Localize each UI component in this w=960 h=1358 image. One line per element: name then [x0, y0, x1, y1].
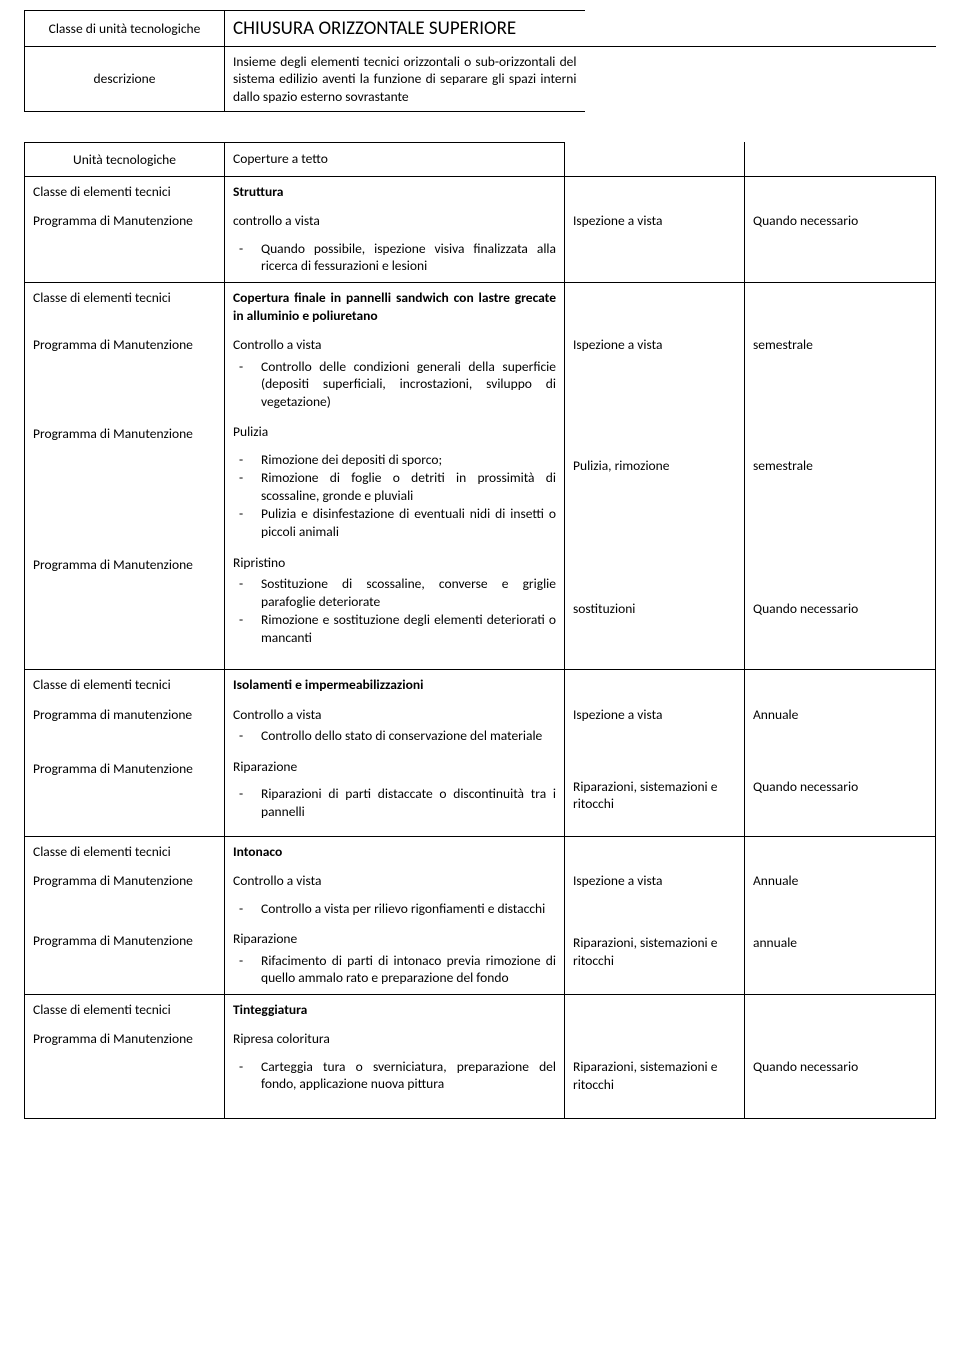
prog-manut-label: Programma di Manutenzione	[25, 1024, 225, 1118]
s2-a3-mid: Ripristino -Sostituzione di scossaline, …	[225, 548, 565, 670]
s2-a3-freq: Quando necessario	[745, 548, 936, 670]
header-desc-label: descrizione	[25, 47, 225, 112]
s1-freq: Quando necessario	[745, 206, 936, 282]
s2-a3-insp: sostituzioni	[565, 548, 745, 670]
s2-a1-title: Controllo a vista	[233, 336, 556, 354]
s2-a3-b1: Sostituzione di scossaline, converse e g…	[261, 575, 556, 610]
classe-elem-label: Classe di elementi tecnici	[25, 670, 225, 700]
s2-a3-title: Ripristino	[233, 554, 556, 572]
s2-elem: Copertura finale in pannelli sandwich co…	[225, 282, 565, 330]
s4-a2-insp: Riparazioni, sistemazioni e ritocchi	[565, 924, 745, 994]
s2-a2-insp: Pulizia, rimozione	[565, 417, 745, 547]
prog-manut-label: Programma di Manutenzione	[25, 924, 225, 994]
header-table: Classe di unità tecnologiche CHIUSURA OR…	[24, 10, 936, 112]
page: Classe di unità tecnologiche CHIUSURA OR…	[0, 0, 960, 1149]
header-class-value: CHIUSURA ORIZZONTALE SUPERIORE	[225, 11, 585, 47]
s5-a1-b1: Carteggia tura o sverniciatura, preparaz…	[261, 1058, 556, 1093]
s1-mid: controllo a vista -Quando possibile, isp…	[225, 206, 565, 282]
header-desc-value: Insieme degli elementi tecnici orizzonta…	[225, 47, 585, 112]
classe-elem-label: Classe di elementi tecnici	[25, 836, 225, 866]
s2-a1-freq: semestrale	[745, 330, 936, 417]
s5-a1-insp: Riparazioni, sistemazioni e ritocchi	[565, 1024, 745, 1118]
s2-a1-mid: Controllo a vista -Controllo delle condi…	[225, 330, 565, 417]
s2-a2-mid: Pulizia -Rimozione dei depositi di sporc…	[225, 417, 565, 547]
s4-a1-title: Controllo a vista	[233, 872, 556, 890]
prog-manut-label: Programma di Manutenzione	[25, 417, 225, 547]
s3-elem: Isolamenti e impermeabilizzazioni	[225, 670, 565, 700]
s5-a1-freq: Quando necessario	[745, 1024, 936, 1118]
s4-a2-mid: Riparazione -Rifacimento di parti di int…	[225, 924, 565, 994]
s2-a2-b3: Pulizia e disinfestazione di eventuali n…	[261, 505, 556, 540]
unit-label: Unità tecnologiche	[25, 142, 225, 176]
classe-elem-label: Classe di elementi tecnici	[25, 282, 225, 330]
prog-manut-label: Programma di Manutenzione	[25, 752, 225, 836]
s3-a2-b1: Riparazioni di parti distaccate o discon…	[261, 785, 556, 820]
s1-b1: Quando possibile, ispezione visiva final…	[261, 240, 556, 275]
s5-a1-mid: Ripresa coloritura -Carteggia tura o sve…	[225, 1024, 565, 1118]
s1-act: controllo a vista	[233, 212, 556, 230]
s1-elem: Struttura	[225, 176, 565, 206]
prog-manut-label: Programma di Manutenzione	[25, 206, 225, 282]
s3-a1-insp: Ispezione a vista	[565, 700, 745, 752]
s3-a2-title: Riparazione	[233, 758, 556, 776]
header-class-label: Classe di unità tecnologiche	[25, 11, 225, 47]
s2-a3-b2: Rimozione e sostituzione degli elementi …	[261, 611, 556, 646]
s2-a1-insp: Ispezione a vista	[565, 330, 745, 417]
s2-a2-b1: Rimozione dei depositi di sporco;	[261, 451, 556, 469]
prog-manut-label: Programma di Manutenzione	[25, 548, 225, 670]
s2-a2-b2: Rimozione di foglie o detriti in prossim…	[261, 469, 556, 504]
s5-a1-title: Ripresa coloritura	[233, 1030, 556, 1048]
classe-elem-label: Classe di elementi tecnici	[25, 176, 225, 206]
prog-manut-label: Programma di Manutenzione	[25, 866, 225, 924]
s4-a1-b1: Controllo a vista per rilievo rigonfiame…	[261, 900, 556, 918]
s4-a1-freq: Annuale	[745, 866, 936, 924]
s4-elem: Intonaco	[225, 836, 565, 866]
s4-a2-b1: Rifacimento di parti di intonaco previa …	[261, 952, 556, 987]
s3-a2-mid: Riparazione -Riparazioni di parti distac…	[225, 752, 565, 836]
s2-a2-title: Pulizia	[233, 423, 556, 441]
s3-a1-title: Controllo a vista	[233, 706, 556, 724]
s3-a2-freq: Quando necessario	[745, 752, 936, 836]
classe-elem-label: Classe di elementi tecnici	[25, 994, 225, 1024]
s1-insp: Ispezione a vista	[565, 206, 745, 282]
s4-a2-title: Riparazione	[233, 930, 556, 948]
s5-elem: Tinteggiatura	[225, 994, 565, 1024]
s3-a1-b1: Controllo dello stato di conservazione d…	[261, 727, 556, 745]
prog-manut-label-lc: Programma di manutenzione	[25, 700, 225, 752]
s3-a1-freq: Annuale	[745, 700, 936, 752]
s3-a2-insp: Riparazioni, sistemazioni e ritocchi	[565, 752, 745, 836]
unit-row: Unità tecnologiche Coperture a tetto	[25, 142, 936, 176]
s4-a1-mid: Controllo a vista -Controllo a vista per…	[225, 866, 565, 924]
s4-a2-freq: annuale	[745, 924, 936, 994]
main-table: Unità tecnologiche Coperture a tetto Cla…	[24, 142, 936, 1119]
s2-a2-freq: semestrale	[745, 417, 936, 547]
prog-manut-label: Programma di Manutenzione	[25, 330, 225, 417]
s2-a1-b1: Controllo delle condizioni generali dell…	[261, 358, 556, 411]
unit-value: Coperture a tetto	[225, 142, 565, 176]
s4-a1-insp: Ispezione a vista	[565, 866, 745, 924]
s3-a1-mid: Controllo a vista -Controllo dello stato…	[225, 700, 565, 752]
